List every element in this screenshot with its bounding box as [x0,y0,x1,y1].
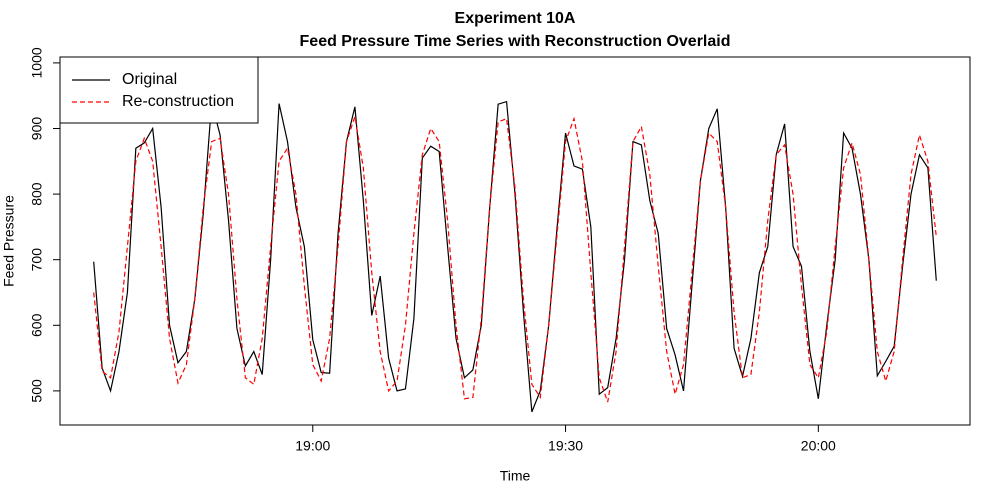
y-tick-label: 700 [29,248,45,272]
y-tick-label: 500 [29,379,45,403]
x-tick-label: 19:30 [548,438,583,454]
series-line [93,116,937,403]
y-tick-label: 600 [29,313,45,337]
chart-title: Experiment 10A [455,10,576,27]
x-tick-label: 20:00 [801,438,836,454]
y-axis-label: Feed Pressure [1,195,17,287]
legend-label: Re-construction [122,93,234,110]
legend-box [59,56,259,124]
x-tick-label: 19:00 [295,438,330,454]
y-tick-label: 900 [29,117,45,141]
plot-frame [59,56,971,426]
y-tick-label: 800 [29,182,45,206]
y-tick-label: 1000 [29,47,45,78]
x-axis-label: Time [500,468,531,484]
legend-label: Original [122,71,177,88]
chart-subtitle: Feed Pressure Time Series with Reconstru… [300,33,731,50]
